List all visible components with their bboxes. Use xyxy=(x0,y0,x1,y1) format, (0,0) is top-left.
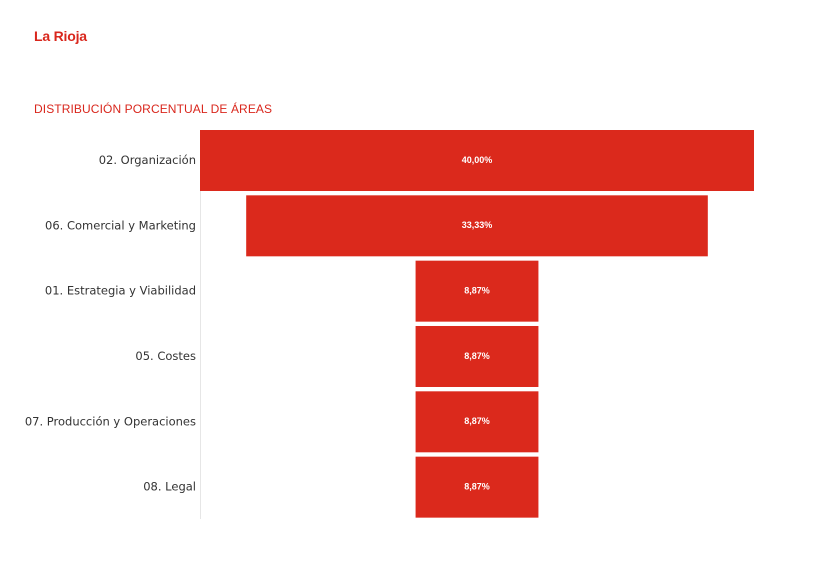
chart-title: DISTRIBUCIÓN PORCENTUAL DE ÁREAS xyxy=(34,102,273,116)
category-label: 07. Producción y Operaciones xyxy=(25,414,196,428)
funnel-bars xyxy=(200,130,754,518)
value-labels: 40,00% 33,33% 8,87% 8,87% 8,87% 8,87% xyxy=(462,155,493,492)
data-label: 33,33% xyxy=(462,220,493,230)
page-title: La Rioja xyxy=(34,28,87,44)
funnel-bar[interactable] xyxy=(246,195,708,257)
funnel-bar[interactable] xyxy=(415,391,539,453)
data-label: 8,87% xyxy=(464,482,490,492)
funnel-bar[interactable] xyxy=(200,130,754,191)
funnel-bar[interactable] xyxy=(415,456,539,518)
data-label: 8,87% xyxy=(464,416,490,426)
funnel-bar[interactable] xyxy=(415,260,539,322)
category-labels: 02. Organización 06. Comercial y Marketin… xyxy=(25,153,196,494)
data-label: 8,87% xyxy=(464,351,490,361)
data-label: 8,87% xyxy=(464,286,490,296)
category-label: 05. Costes xyxy=(135,349,196,363)
funnel-bar[interactable] xyxy=(415,325,539,387)
category-label: 01. Estrategia y Viabilidad xyxy=(45,284,196,298)
category-label: 08. Legal xyxy=(143,480,196,494)
category-label: 02. Organización xyxy=(99,153,196,167)
category-label: 06. Comercial y Marketing xyxy=(45,218,196,232)
data-label: 40,00% xyxy=(462,155,493,165)
